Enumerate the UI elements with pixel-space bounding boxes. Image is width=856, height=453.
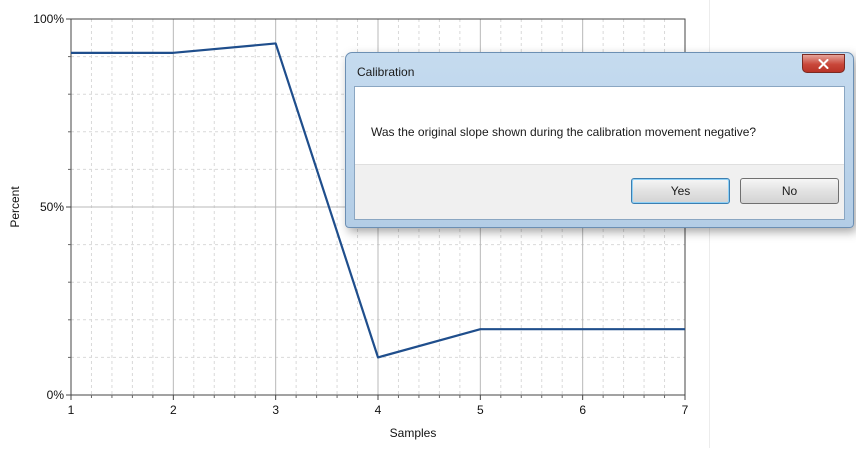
y-tick-label: 0% (47, 388, 65, 402)
dialog-button-bar: Yes No (355, 164, 844, 219)
dialog-message: Was the original slope shown during the … (371, 125, 756, 139)
no-button[interactable]: No (740, 178, 839, 204)
close-button[interactable] (802, 54, 845, 73)
x-axis-label: Samples (390, 426, 437, 440)
x-tick-label: 7 (682, 403, 689, 417)
dialog-title: Calibration (357, 65, 414, 79)
dialog-content: Was the original slope shown during the … (354, 86, 845, 220)
y-tick-label: 50% (40, 200, 64, 214)
x-tick-label: 6 (579, 403, 586, 417)
y-tick-label: 100% (33, 12, 64, 26)
x-tick-label: 5 (477, 403, 484, 417)
x-tick-label: 2 (170, 403, 177, 417)
y-axis-label: Percent (8, 186, 22, 228)
calibration-dialog: Calibration Was the original slope shown… (345, 52, 854, 228)
x-tick-label: 4 (375, 403, 382, 417)
x-tick-label: 1 (68, 403, 75, 417)
x-tick-label: 3 (272, 403, 279, 417)
close-icon (818, 59, 829, 69)
yes-button[interactable]: Yes (631, 178, 730, 204)
